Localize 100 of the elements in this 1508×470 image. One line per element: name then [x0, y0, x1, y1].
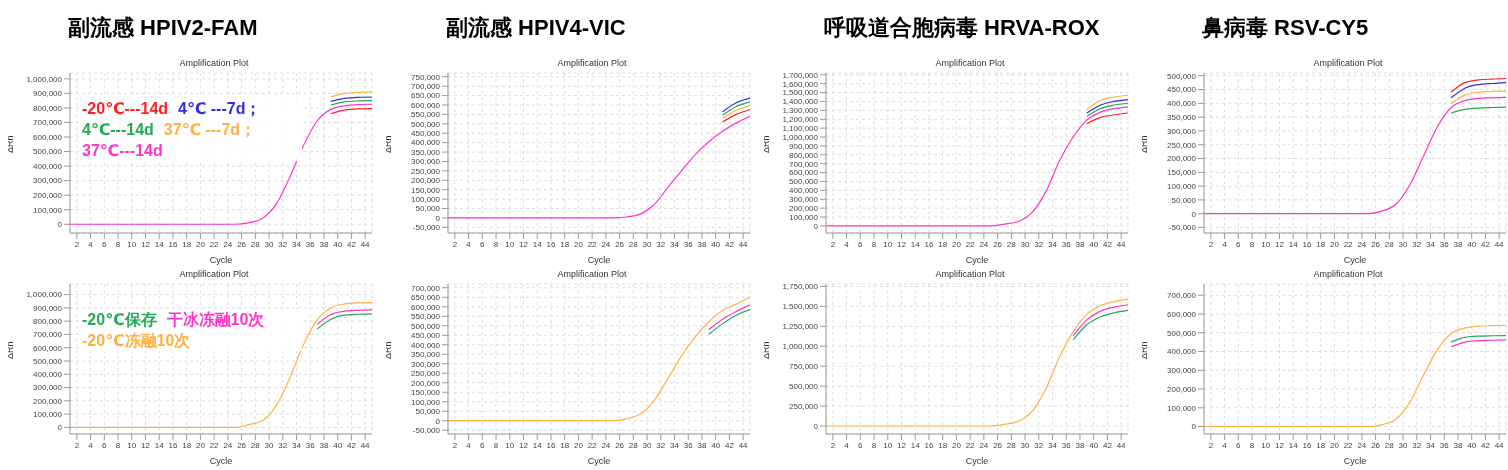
- x-tick-label: 32: [656, 239, 666, 249]
- x-tick-label: 38: [319, 440, 329, 450]
- y-tick-label: 650,000: [411, 91, 441, 101]
- chart-title: 呼吸道合胞病毒 HRVA-ROX: [823, 14, 1101, 42]
- x-tick-label: 16: [168, 239, 178, 249]
- line-series: [1204, 96, 1506, 215]
- line-series: [1086, 112, 1128, 125]
- x-tick-label: 12: [897, 239, 907, 249]
- x-tick-label: 2: [452, 239, 458, 249]
- x-tick-label: 10: [883, 440, 893, 450]
- x-tick-label: 30: [1020, 239, 1031, 249]
- line-series: [448, 115, 750, 219]
- chart-subtitle: Amplification Plot: [556, 58, 628, 69]
- y-tick-label: 1,000,000: [26, 290, 63, 300]
- x-tick-label: 18: [938, 440, 948, 450]
- x-tick-label: 6: [102, 440, 108, 450]
- x-tick-label: 18: [1316, 239, 1326, 249]
- x-tick-label: 30: [1398, 239, 1409, 249]
- y-tick-label: 300,000: [789, 195, 819, 205]
- x-tick-label: 38: [697, 440, 707, 450]
- x-tick-label: 16: [1302, 239, 1312, 249]
- chart-title: Amplification Plot: [1312, 269, 1384, 280]
- chart-title: Amplification Plot: [556, 269, 628, 280]
- x-tick-label: 26: [1371, 440, 1381, 450]
- y-tick-label: 300,000: [33, 176, 63, 186]
- y-tick-label: 300,000: [33, 383, 63, 393]
- y-tick-label: 500,000: [411, 119, 441, 129]
- y-tick-label: 0: [57, 220, 63, 230]
- x-tick-label: 6: [1236, 239, 1242, 249]
- x-tick-label: 32: [278, 239, 288, 249]
- x-tick-label: 6: [102, 239, 108, 249]
- x-tick-label: 4: [466, 239, 472, 249]
- x-tick-label: 26: [993, 440, 1003, 450]
- chart-subtitle: Amplification Plot: [178, 58, 250, 69]
- chart-title: 鼻病毒 RSV-CY5: [1201, 14, 1370, 42]
- y-tick-label: 1,000,000: [782, 132, 819, 142]
- line-series: [316, 313, 372, 330]
- x-tick-label: 6: [1236, 440, 1242, 450]
- y-tick-label: 700,000: [1167, 291, 1197, 301]
- y-tick-label: 700,000: [33, 118, 63, 128]
- x-tick-label: 22: [587, 440, 598, 450]
- x-tick-label: 6: [858, 440, 864, 450]
- x-tick-label: 42: [1102, 440, 1113, 450]
- x-tick-label: 36: [1061, 440, 1072, 450]
- y-tick-label: 200,000: [33, 396, 63, 406]
- x-tick-label: 40: [1467, 440, 1477, 450]
- y-tick-label: 600,000: [33, 343, 63, 353]
- line-series: [1204, 324, 1506, 428]
- x-tick-label: 32: [1412, 440, 1422, 450]
- y-tick-label: 300,000: [411, 157, 441, 167]
- x-tick-label: 20: [573, 239, 584, 249]
- y-tick-label: 1,500,000: [782, 88, 819, 98]
- x-tick-label: 44: [1116, 239, 1127, 249]
- x-tick-label: 42: [1480, 239, 1491, 249]
- line-series: [708, 304, 750, 331]
- x-tick-label: 12: [519, 440, 529, 450]
- x-tick-label: 40: [333, 440, 343, 450]
- x-tick-label: 2: [1208, 440, 1214, 450]
- x-tick-label: 20: [951, 440, 962, 450]
- x-tick-label: 16: [168, 440, 178, 450]
- y-tick-label: 600,000: [33, 132, 63, 142]
- y-tick-label: 450,000: [411, 129, 441, 139]
- y-tick-label: 600,000: [1167, 309, 1197, 319]
- y-tick-label: 250,000: [789, 401, 819, 411]
- x-tick-label: 40: [1089, 239, 1099, 249]
- x-tick-label: 28: [1384, 239, 1395, 249]
- x-tick-label: 24: [979, 440, 989, 450]
- x-tick-label: 28: [1384, 440, 1395, 450]
- x-tick-label: 18: [1316, 440, 1326, 450]
- y-tick-label: 200,000: [411, 176, 441, 186]
- x-tick-label: 34: [1048, 440, 1058, 450]
- chart-title: Amplification Plot: [934, 269, 1006, 280]
- y-tick-label: 0: [435, 416, 441, 426]
- x-tick-label: 28: [1006, 239, 1017, 249]
- x-tick-label: 12: [1275, 239, 1285, 249]
- x-tick-label: 18: [182, 440, 192, 450]
- x-tick-label: 38: [697, 239, 707, 249]
- x-tick-label: 24: [601, 239, 611, 249]
- x-axis-title: Cycle: [209, 255, 233, 265]
- x-tick-label: 22: [209, 239, 220, 249]
- line-series: [1086, 99, 1128, 114]
- y-tick-label: 400,000: [1167, 347, 1197, 357]
- y-tick-label: 1,600,000: [782, 79, 819, 89]
- x-tick-label: 20: [195, 440, 206, 450]
- y-tick-label: 50,000: [415, 204, 441, 214]
- x-axis-title: Cycle: [1343, 456, 1367, 466]
- text: -20℃冻融10次: [82, 331, 191, 351]
- x-tick-label: 32: [1034, 440, 1044, 450]
- line-series: [1450, 77, 1506, 93]
- line-series: [1450, 90, 1506, 104]
- x-tick-label: 34: [292, 239, 302, 249]
- y-tick-label: 500,000: [789, 381, 819, 391]
- text: 4℃ ---7d；: [178, 99, 262, 119]
- x-tick-label: 8: [871, 440, 877, 450]
- x-tick-label: 30: [1398, 440, 1409, 450]
- x-tick-label: 8: [1249, 239, 1255, 249]
- x-tick-label: 42: [346, 239, 357, 249]
- x-tick-label: 28: [628, 239, 639, 249]
- y-tick-label: 0: [1191, 422, 1197, 432]
- x-tick-label: 20: [1329, 440, 1340, 450]
